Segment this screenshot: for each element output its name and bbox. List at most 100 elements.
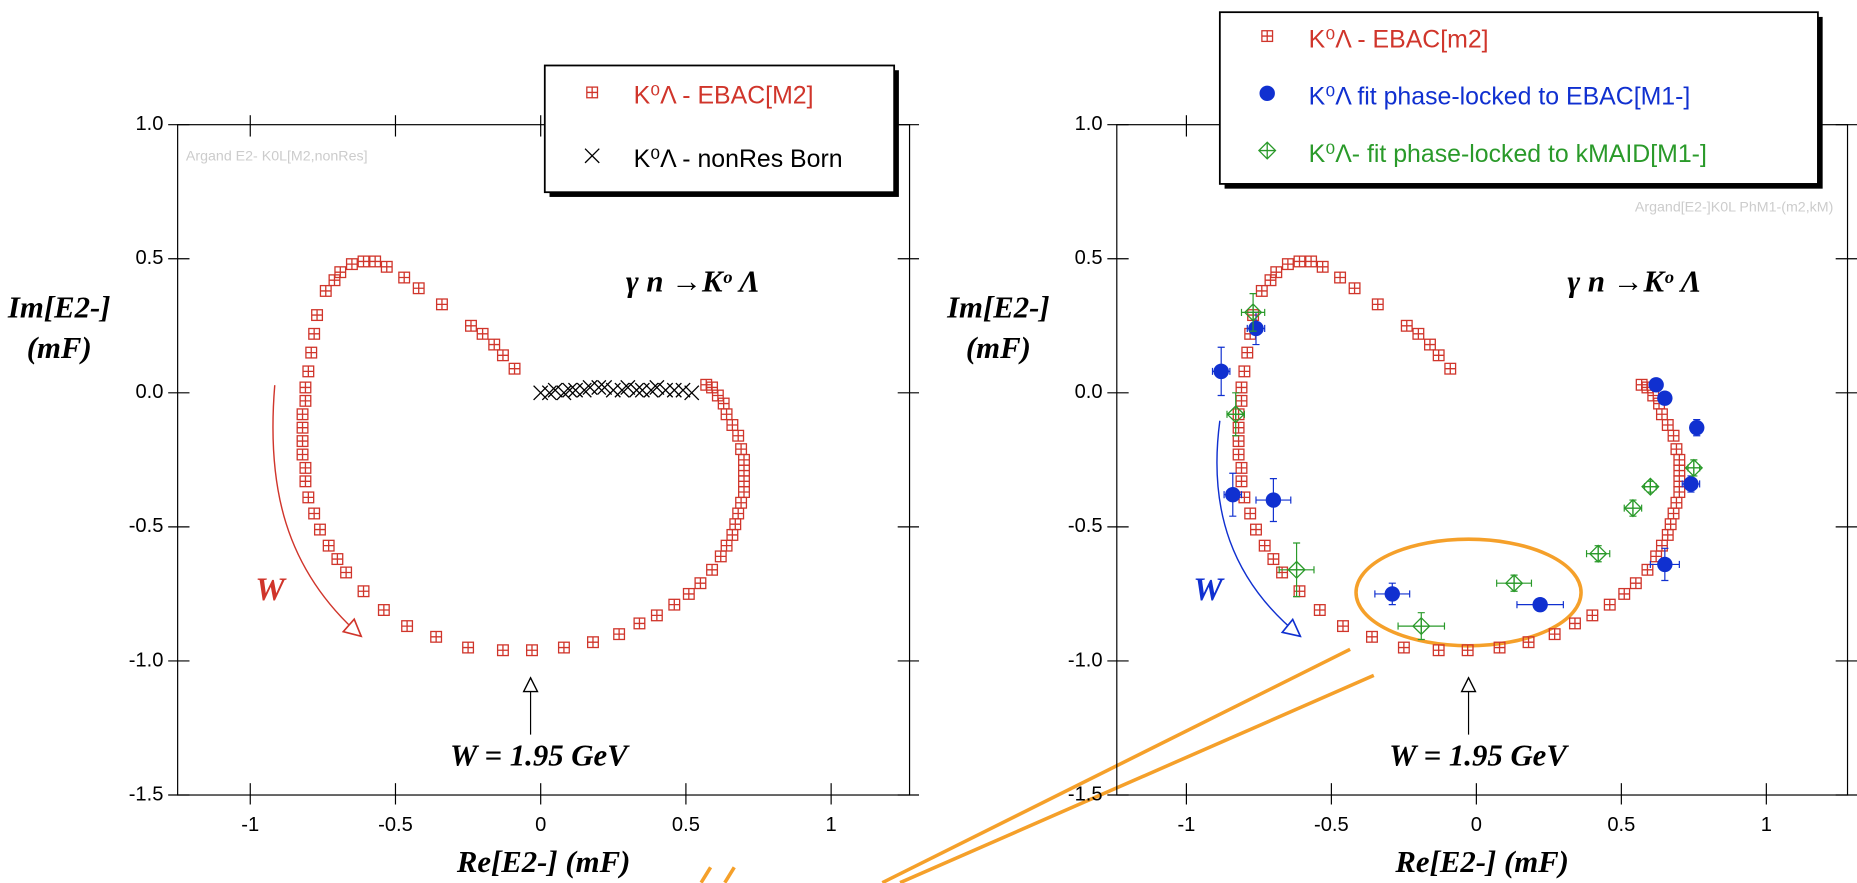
- marker-cross: [1642, 564, 1653, 576]
- marker-cross: [1259, 540, 1271, 551]
- data-point: [1667, 507, 1680, 520]
- marker-circle: [1532, 596, 1548, 613]
- marker-cross: [738, 486, 750, 498]
- legend-label: K⁰Λ- fit phase-locked to kMAID[M1-]: [1309, 140, 1707, 168]
- marker-x: [658, 382, 674, 398]
- data-point: [1365, 630, 1378, 643]
- marker-cross: [1227, 405, 1244, 423]
- marker-cross: [1671, 443, 1682, 455]
- x-tick-label: 1: [826, 814, 837, 836]
- highlight-ellipse: [1354, 537, 1583, 648]
- data-point: [1432, 349, 1445, 362]
- data-point: [738, 486, 750, 499]
- marker-cross: [462, 642, 474, 653]
- data-point: [1670, 496, 1683, 509]
- marker-circle: [1683, 476, 1699, 492]
- data-point: [1444, 362, 1457, 375]
- data-point: [1655, 539, 1668, 552]
- data-point: [1588, 544, 1608, 563]
- data-point: [319, 284, 332, 297]
- data-point: [1267, 553, 1280, 566]
- marker-cross: [303, 366, 314, 377]
- marker-cross: [1462, 644, 1473, 656]
- marker-cross: [1239, 492, 1250, 503]
- marker-x: [620, 379, 636, 396]
- marker-cross: [706, 564, 718, 576]
- data-point: [1661, 528, 1674, 541]
- x-tick-label: 0: [1471, 814, 1482, 836]
- marker-x: [649, 379, 665, 396]
- marker-cross: [738, 465, 750, 476]
- data-point: [1264, 274, 1277, 287]
- marker-cross: [715, 551, 727, 562]
- data-point: [496, 349, 509, 362]
- w-arrow: [272, 385, 361, 636]
- marker-circle: [1265, 492, 1282, 508]
- marker-cross: [1685, 459, 1703, 477]
- marker-cross: [1662, 529, 1674, 541]
- marker-x: [547, 382, 563, 398]
- data-point: [597, 379, 613, 396]
- marker-cross: [1674, 475, 1685, 487]
- marker-cross: [1650, 551, 1662, 562]
- data-point: [1241, 346, 1254, 359]
- data-point: [1248, 320, 1264, 337]
- data-point: [1232, 421, 1245, 434]
- marker-cross: [1250, 524, 1262, 535]
- data-point: [1244, 507, 1257, 520]
- x-tick-label: 1: [1761, 814, 1772, 836]
- data-point: [541, 385, 557, 401]
- data-point: [1281, 258, 1294, 271]
- marker-cross: [1261, 30, 1273, 42]
- data-point: [633, 617, 646, 630]
- marker-cross: [1674, 454, 1685, 466]
- data-point: [700, 378, 713, 391]
- marker-x: [584, 148, 600, 164]
- data-point: [1586, 609, 1599, 622]
- data-point: [1213, 363, 1229, 380]
- marker-x: [533, 385, 549, 401]
- legend: [1218, 11, 1819, 185]
- data-point: [584, 148, 600, 164]
- data-point: [299, 381, 312, 394]
- data-point: [377, 604, 390, 616]
- data-point: [296, 421, 309, 434]
- marker-diamond: [1684, 458, 1704, 478]
- y-tick-label: -0.5: [1068, 515, 1103, 537]
- data-point: [1235, 381, 1248, 394]
- y-tick-label: -1.0: [1068, 649, 1103, 671]
- data-point: [1261, 30, 1274, 43]
- marker-cross: [1276, 567, 1288, 578]
- marker-cross: [1433, 644, 1444, 656]
- marker-cross: [1349, 282, 1360, 294]
- marker-circle: [1259, 85, 1275, 102]
- data-point: [398, 271, 411, 284]
- data-point: [729, 518, 742, 531]
- marker-cross: [1656, 540, 1668, 551]
- data-point: [299, 394, 312, 407]
- marker-x: [541, 385, 557, 401]
- data-point: [533, 385, 549, 401]
- data-point: [1568, 617, 1581, 630]
- marker-cross: [729, 518, 741, 530]
- data-point: [1238, 365, 1251, 378]
- marker-cross: [1233, 422, 1244, 434]
- data-point: [591, 379, 607, 396]
- marker-cross: [323, 540, 335, 551]
- data-point: [547, 382, 563, 398]
- marker-x: [675, 382, 691, 398]
- data-point: [1293, 585, 1306, 598]
- x-tick-label: -0.5: [378, 814, 413, 836]
- annotation: Argand E2- K0L[M2,nonRes]: [186, 148, 368, 164]
- marker-cross: [738, 475, 750, 487]
- marker-cross: [1268, 553, 1279, 565]
- y-tick-label: 0.0: [1075, 381, 1103, 403]
- marker-cross: [1256, 285, 1268, 297]
- marker-cross: [634, 618, 645, 629]
- data-point: [1235, 394, 1248, 407]
- data-point: [1648, 377, 1664, 393]
- annotation: W = 1.95 GeV: [450, 738, 630, 772]
- w-arrow: [1216, 420, 1300, 637]
- marker-circle: [1648, 377, 1664, 393]
- marker-cross: [497, 349, 509, 361]
